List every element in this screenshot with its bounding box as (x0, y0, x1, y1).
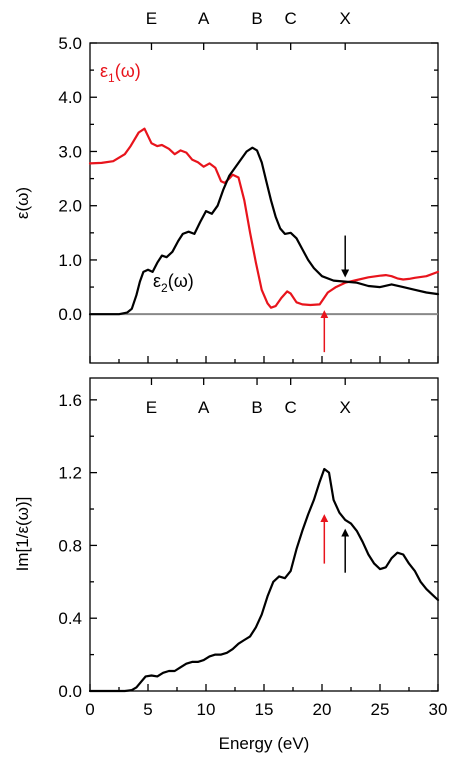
x-tick-label: 25 (371, 700, 390, 719)
top-panel: 0.0 1.0 2.0 3.0 4.0 5.0 E A B C X ε(ω) ε1(ω) ε2(ω… (13, 9, 440, 364)
x-axis-label: Energy (eV) (219, 734, 310, 753)
point-marker-label: A (198, 398, 210, 417)
x-tick-label: 0 (85, 700, 94, 719)
point-marker-label: E (146, 9, 157, 28)
y-tick-label: 1.2 (58, 464, 82, 483)
y-tick-label: 2.0 (58, 197, 82, 216)
y-tick-label: 3.0 (58, 142, 82, 161)
y-tick-label: 1.0 (58, 251, 82, 270)
x-tick-label: 5 (143, 700, 152, 719)
point-marker-label: B (251, 398, 262, 417)
y-tick-label: 4.0 (58, 88, 82, 107)
point-marker-label: X (340, 398, 351, 417)
y-tick-label: 0.0 (58, 305, 82, 324)
point-marker-label: E (146, 398, 157, 417)
x-tick-label: 30 (429, 700, 448, 719)
point-marker-label: A (198, 9, 210, 28)
point-marker-label: C (285, 398, 297, 417)
series-label-eps1: ε1(ω) (100, 61, 141, 85)
series-line-0 (88, 467, 440, 693)
point-marker-label: B (251, 9, 262, 28)
y-tick-label: 0.4 (58, 609, 82, 628)
bottom-panel: 0.0 0.4 0.8 1.2 1.6 0 5 10 15 20 25 30 E A B C X Im[1/… (13, 377, 448, 753)
x-tick-label: 15 (255, 700, 274, 719)
series-line-0 (88, 127, 440, 309)
point-marker-label: C (285, 9, 297, 28)
bottom-plot-frame (89, 377, 439, 692)
x-tick-label: 10 (197, 700, 216, 719)
y-tick-label: 0.8 (58, 536, 82, 555)
y-tick-label: 1.6 (58, 391, 82, 410)
series-label-eps2: ε2(ω) (153, 271, 194, 295)
x-tick-label: 20 (313, 700, 332, 719)
bottom-y-axis-label: Im[1/ε(ω)] (13, 497, 32, 572)
point-marker-label: X (340, 9, 351, 28)
y-tick-label: 5.0 (58, 34, 82, 53)
series-line-1 (88, 146, 440, 316)
top-y-axis-label: ε(ω) (13, 187, 32, 219)
y-tick-label: 0.0 (58, 682, 82, 701)
